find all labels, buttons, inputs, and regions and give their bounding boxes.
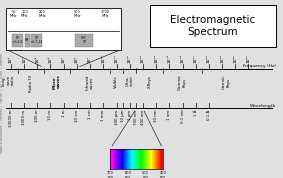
Text: Radio & Microwave  |  Infrared  |  Optical  |  UV  |  X-ray  |  Gamma: Radio & Microwave | Infrared | Optical |… [0, 53, 4, 153]
Text: 10³: 10³ [9, 56, 13, 63]
Text: 500
nm: 500 nm [142, 171, 149, 178]
Text: 50
MHz: 50 MHz [10, 10, 18, 18]
Text: 10¹⁰: 10¹⁰ [101, 54, 105, 63]
Text: 10⁷: 10⁷ [62, 56, 66, 63]
Text: 0.1 Å: 0.1 Å [207, 109, 211, 120]
Text: Radio TV: Radio TV [29, 75, 33, 92]
Text: 10¹⁵: 10¹⁵ [167, 54, 171, 63]
Bar [25, 33, 30, 47]
Text: 400
nm: 400 nm [159, 171, 166, 178]
Text: 1 Å: 1 Å [194, 109, 198, 116]
Text: 10 cm: 10 cm [75, 109, 79, 122]
Text: FM: FM [25, 38, 29, 42]
Bar [75, 33, 93, 47]
Text: 1 m: 1 m [62, 109, 66, 117]
Text: 100 m: 100 m [35, 109, 39, 122]
Text: Long-
wave
radio: Long- wave radio [2, 75, 15, 86]
Text: UHF
TV: UHF TV [81, 36, 87, 44]
Text: 10⁴: 10⁴ [22, 56, 26, 63]
Text: Gamma
Rays: Gamma Rays [178, 75, 187, 90]
Text: 10²¹: 10²¹ [246, 54, 250, 63]
Text: 10¹²: 10¹² [128, 54, 132, 63]
Text: 10¹⁹: 10¹⁹ [220, 54, 224, 63]
Text: 10⁹: 10⁹ [88, 56, 92, 63]
Text: 10¹⁷: 10¹⁷ [194, 54, 198, 63]
Text: 1 mm: 1 mm [101, 109, 105, 121]
Text: 10⁸: 10⁸ [75, 56, 79, 63]
Text: Electromagnetic
Spectrum: Electromagnetic Spectrum [170, 15, 256, 37]
Text: 10000 m: 10000 m [9, 109, 13, 127]
Text: 1000 m: 1000 m [22, 109, 26, 125]
Text: 10¹⁶: 10¹⁶ [181, 54, 185, 63]
Text: 100
MHz: 100 MHz [21, 10, 28, 18]
Text: X-Rays: X-Rays [147, 75, 151, 88]
Text: Micro-
waves: Micro- waves [52, 75, 61, 88]
Text: 10¹⁴: 10¹⁴ [154, 54, 158, 63]
Text: Visible: Visible [114, 75, 118, 88]
Text: TV
ch 2-6: TV ch 2-6 [12, 36, 22, 44]
Text: TV
ch 7-13: TV ch 7-13 [31, 36, 42, 44]
Text: 10²⁰: 10²⁰ [233, 54, 237, 63]
Text: 1 cm: 1 cm [88, 109, 92, 119]
Text: 200
MHz: 200 MHz [38, 10, 46, 18]
FancyBboxPatch shape [150, 5, 276, 47]
Text: 400 nm: 400 nm [141, 109, 145, 125]
Text: 10 nm: 10 nm [154, 109, 158, 122]
Text: 10⁵: 10⁵ [35, 56, 39, 63]
Text: Wavelength: Wavelength [250, 104, 276, 108]
Text: 1000
MHz: 1000 MHz [101, 10, 110, 18]
Text: 1 μm: 1 μm [128, 109, 132, 120]
Text: Frequency (Hz): Frequency (Hz) [243, 64, 276, 68]
Text: 500
MHz: 500 MHz [74, 10, 81, 18]
Text: Ultra-
violet: Ultra- violet [125, 75, 134, 86]
Text: Infrared
waves: Infrared waves [86, 75, 94, 90]
Text: 10 μm: 10 μm [121, 109, 125, 122]
Text: 10¹¹: 10¹¹ [115, 54, 119, 63]
Text: 700
nm: 700 nm [107, 171, 114, 178]
Bar [31, 33, 42, 47]
Text: 700 nm: 700 nm [134, 109, 138, 125]
Text: 600
nm: 600 nm [124, 171, 131, 178]
Text: 10¹³: 10¹³ [141, 54, 145, 63]
Text: 0.1 nm: 0.1 nm [181, 109, 185, 123]
Text: Cosmic
Rays: Cosmic Rays [222, 75, 231, 89]
FancyBboxPatch shape [6, 8, 121, 50]
Text: 100 μm: 100 μm [115, 109, 119, 125]
Text: 10 m: 10 m [48, 109, 52, 120]
Text: 10⁶: 10⁶ [48, 56, 52, 63]
Text: 10¹⁸: 10¹⁸ [207, 54, 211, 63]
Bar [12, 33, 23, 47]
Text: 1 nm: 1 nm [167, 109, 171, 120]
